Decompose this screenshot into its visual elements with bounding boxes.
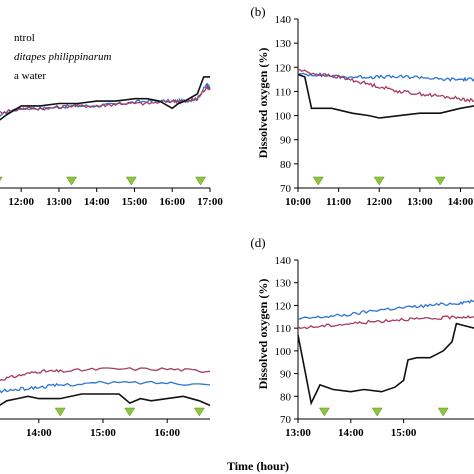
marker-triangle-d-0 bbox=[318, 407, 330, 417]
legend-label-2: a water bbox=[14, 70, 46, 82]
series-line-b-2 bbox=[297, 73, 474, 119]
series-line-c-0 bbox=[0, 367, 211, 382]
series-line-c-2 bbox=[0, 393, 211, 407]
y-tick-label-b-70: 70 bbox=[280, 183, 292, 195]
legend-label-1: ditapes philippinarum bbox=[14, 51, 112, 63]
y-tick-label-b-90: 90 bbox=[280, 135, 292, 147]
x-tick-label-a-17:00: 17:00 bbox=[197, 196, 223, 208]
x-tick-label-c-16:00: 16:00 bbox=[154, 427, 180, 439]
series-line-d-1 bbox=[297, 314, 474, 330]
series-line-c-1 bbox=[0, 380, 211, 394]
panel-d-label: (d) bbox=[250, 235, 265, 250]
marker-triangle-c-1 bbox=[124, 407, 136, 417]
x-tick-label-b-10:00: 10:00 bbox=[285, 196, 311, 208]
y-tick-label-b-110: 110 bbox=[275, 86, 292, 98]
marker-triangle-a-0 bbox=[0, 176, 3, 182]
marker-triangle-c-0 bbox=[54, 407, 66, 417]
x-tick-label-c-14:00: 14:00 bbox=[26, 427, 52, 439]
y-tick-label-d-110: 110 bbox=[275, 323, 292, 335]
y-tick-label-b-130: 130 bbox=[275, 38, 292, 50]
marker-triangle-b-0 bbox=[312, 176, 324, 186]
y-tick-label-b-80: 80 bbox=[280, 159, 292, 171]
panel-a: 12:00 13:00 14:00 15:00 16:00 17:00 ntrol ditap… bbox=[0, 32, 223, 208]
y-tick-label-d-100: 100 bbox=[275, 346, 292, 358]
x-tick-label-d-13:00: 13:00 bbox=[285, 427, 311, 439]
series-line-a-0 bbox=[0, 82, 211, 117]
panel-b-label: (b) bbox=[250, 4, 265, 19]
x-tick-label-a-16:00: 16:00 bbox=[159, 196, 185, 208]
series-line-d-0 bbox=[297, 299, 474, 320]
y-axis-label-b: Dissolved oxygen (%) bbox=[256, 48, 270, 159]
x-tick-label-b-12:00: 12:00 bbox=[366, 196, 392, 208]
y-tick-label-d-80: 80 bbox=[280, 391, 292, 403]
x-tick-label-b-11:00: 11:00 bbox=[326, 196, 352, 208]
x-tick-label-a-15:00: 15:00 bbox=[122, 196, 148, 208]
marker-triangle-a-2 bbox=[125, 176, 137, 186]
y-tick-label-d-140: 140 bbox=[275, 255, 292, 267]
series-line-d-2 bbox=[297, 322, 474, 406]
x-tick-label-b-13:00: 13:00 bbox=[407, 196, 433, 208]
marker-triangle-d-2 bbox=[437, 407, 449, 417]
panel-b: 70 80 90 100 110 120 130 140 10:00 11:00 12:00 13:0… bbox=[275, 14, 474, 208]
y-tick-label-b-140: 140 bbox=[275, 14, 292, 26]
series-line-a-2 bbox=[0, 76, 210, 121]
legend-a: ntrol ditapes philippinarum a water bbox=[14, 32, 112, 82]
y-tick-label-d-70: 70 bbox=[280, 414, 292, 426]
x-tick-label-d-15:00: 15:00 bbox=[391, 427, 417, 439]
marker-triangle-a-3 bbox=[195, 176, 207, 186]
x-tick-label-d-14:00: 14:00 bbox=[338, 427, 364, 439]
marker-triangle-c-2 bbox=[193, 407, 205, 417]
y-tick-label-d-120: 120 bbox=[275, 300, 292, 312]
series-line-b-1 bbox=[297, 68, 474, 103]
x-tick-label-c-15:00: 15:00 bbox=[90, 427, 116, 439]
panel-c: 14:00 15:00 16:00 bbox=[0, 367, 211, 439]
x-tick-label-b-14:00: 14:00 bbox=[448, 196, 474, 208]
x-axis-label: Time (hour) bbox=[227, 459, 289, 473]
y-tick-label-b-120: 120 bbox=[275, 62, 292, 74]
y-tick-label-d-90: 90 bbox=[280, 369, 292, 381]
y-tick-label-b-100: 100 bbox=[275, 111, 292, 123]
marker-triangle-b-2 bbox=[434, 176, 446, 186]
legend-label-0: ntrol bbox=[14, 32, 35, 44]
x-tick-label-a-14:00: 14:00 bbox=[84, 196, 110, 208]
panel-d: 70 80 90 100 110 120 130 140 13:00 14:00 15:00 bbox=[275, 255, 474, 439]
marker-triangle-a-1 bbox=[66, 176, 77, 186]
series-line-b-0 bbox=[297, 72, 474, 83]
x-tick-label-a-12:00: 12:00 bbox=[8, 196, 34, 208]
series-line-a-1 bbox=[0, 85, 211, 115]
y-tick-label-d-130: 130 bbox=[275, 278, 292, 290]
y-axis-label-d: Dissolved oxygen (%) bbox=[256, 279, 270, 390]
marker-triangle-d-1 bbox=[371, 407, 383, 417]
marker-triangle-b-1 bbox=[373, 176, 385, 186]
x-tick-label-a-13:00: 13:00 bbox=[46, 196, 72, 208]
